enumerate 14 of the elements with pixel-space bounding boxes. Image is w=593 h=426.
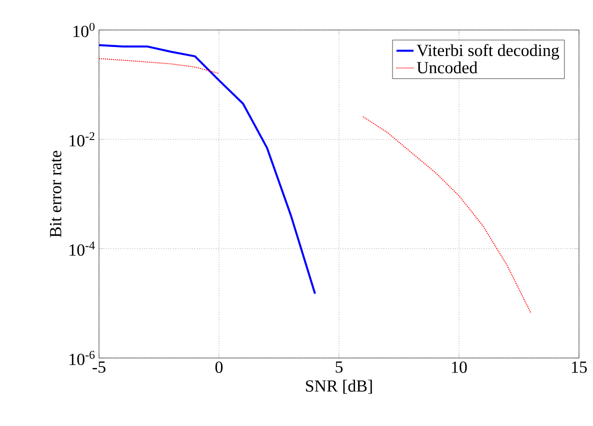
line-series [99,44,316,295]
y-tick-label: 10$^{-4}$ [70,242,95,256]
x-axis-title: SNR [dB] [306,380,372,394]
x-tick-label: 5 [336,362,343,373]
x-tick-label: 10 [452,362,467,373]
x-tick-label: 0 [215,362,223,373]
x-tick-label: -5 [92,362,106,373]
y-axis-title: Bit error rate [50,150,62,238]
legend-label: Viterbi soft decoding [416,44,560,60]
y-tick-label: 10$^{0}$ [74,22,95,38]
y-tick-label: 10$^{-2}$ [70,132,94,146]
y-tick-label: 10$^{-6}$ [70,350,95,366]
legend-label: Uncoded [416,61,478,74]
x-tick-label: 15 [572,362,587,373]
